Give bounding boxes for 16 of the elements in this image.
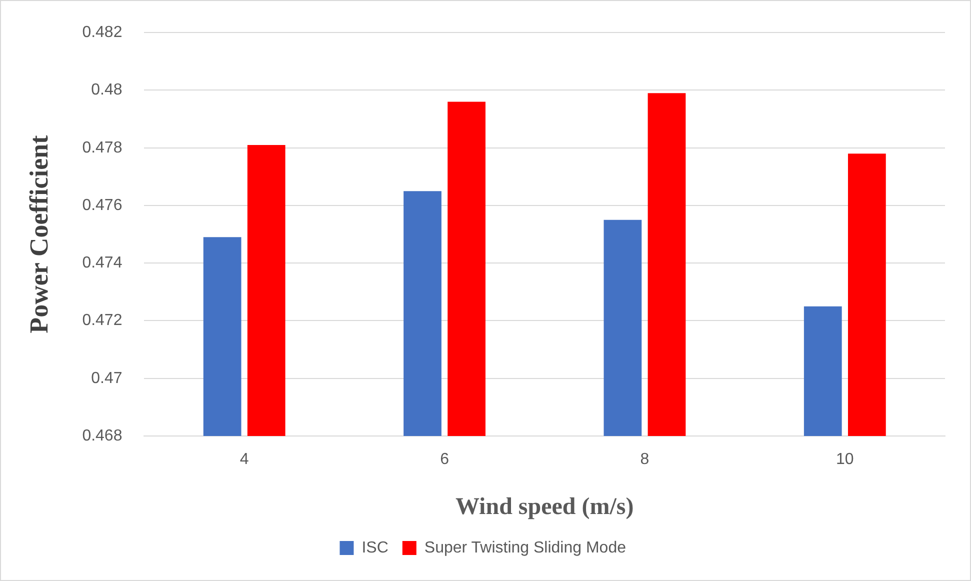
x-tick-label: 8 [640,451,650,468]
legend-label: Super Twisting Sliding Mode [424,539,626,556]
x-tick-label: 4 [240,451,249,468]
legend-label: ISC [362,539,388,556]
y-tick-label: 0.478 [82,139,122,156]
x-tick-label: 10 [836,451,854,468]
x-axis-title: Wind speed (m/s) [455,494,634,520]
y-tick-label: 0.476 [82,196,122,214]
y-tick-label: 0.472 [82,312,122,330]
y-axis-title: Power Coefficient [24,134,54,334]
x-tick-label: 6 [440,451,450,468]
y-tick-label: 0.482 [82,24,122,42]
y-tick-label: 0.48 [91,82,122,99]
y-tick-label: 0.468 [82,427,122,444]
y-tick-label: 0.474 [82,254,122,272]
y-tick-label: 0.47 [91,370,122,387]
